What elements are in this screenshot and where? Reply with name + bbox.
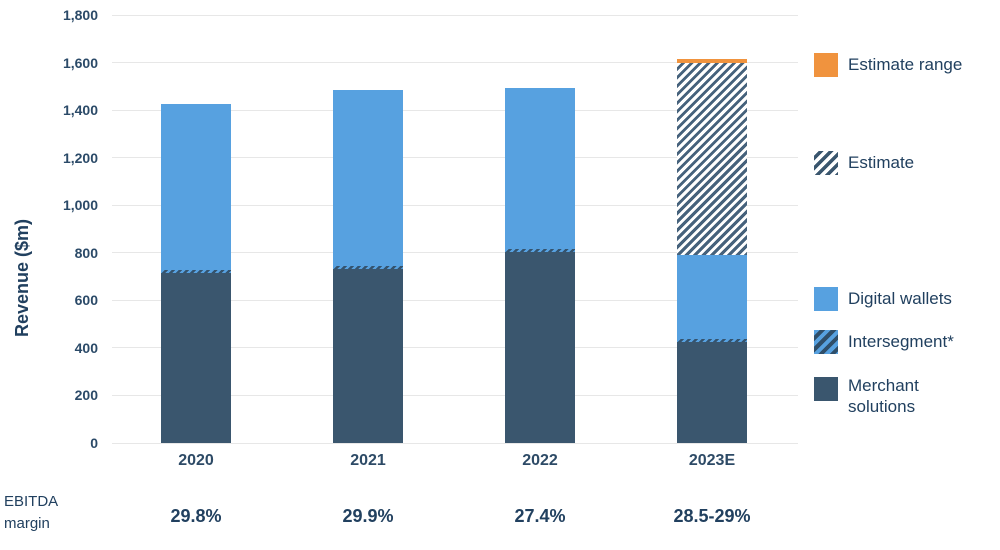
y-tick-label-1,600: 1,600 [62, 54, 98, 71]
y-tick-label-1,400: 1,400 [62, 102, 98, 119]
legend-item-digital-wallets: Digital wallets [814, 287, 952, 311]
bar-segment-intersegment-2022 [505, 248, 575, 252]
y-tick-label-0: 0 [90, 435, 98, 451]
y-tick-label-1,200: 1,200 [62, 149, 98, 166]
ebitda-margin-row-label: EBITDA margin [4, 493, 58, 532]
bar-segment-merchant-solutions-2023E [677, 340, 747, 443]
y-tick-label-200: 200 [74, 387, 98, 404]
ebitda-margin-value-2023E: 28.5-29% [673, 506, 751, 526]
bar-segment-intersegment-2023E [677, 339, 747, 343]
bar-segment-digital-wallets-2023E [677, 255, 747, 341]
y-tick-label-1,000: 1,000 [62, 197, 98, 214]
y-tick-label-1,800: 1,800 [62, 7, 98, 23]
legend-label-digital-wallets: Digital wallets [848, 289, 952, 308]
plot-area [112, 14, 798, 444]
gridline-1,800 [112, 14, 798, 16]
bar-segment-merchant-solutions-2020 [161, 271, 231, 443]
y-tick-label-800: 800 [74, 244, 98, 261]
bar-segment-estimate-range-2023E [677, 59, 747, 63]
legend-item-intersegment: Intersegment* [814, 330, 954, 354]
bar-segment-intersegment-2021 [333, 265, 403, 269]
intersegment-swatch-icon [814, 330, 838, 354]
bar-segment-merchant-solutions-2021 [333, 267, 403, 443]
x-axis-label-2021: 2021 [350, 452, 386, 469]
legend-label-merchant-solutions: Merchant solutions [848, 376, 919, 417]
estimate-range-swatch-icon [814, 53, 838, 77]
gridline-1,000 [112, 204, 798, 206]
legend-item-merchant-solutions: Merchant solutions [814, 376, 940, 418]
legend-label-intersegment: Intersegment* [848, 332, 954, 351]
gridline-1,400 [112, 109, 798, 111]
ebitda-margin-value-2022: 27.4% [514, 506, 566, 526]
x-axis-label-2020: 2020 [178, 452, 214, 469]
x-axis-label-2023E: 2023E [688, 452, 736, 469]
gridline-0 [112, 442, 798, 444]
estimate-swatch-icon [814, 151, 838, 175]
bar-segment-digital-wallets-2021 [333, 89, 403, 268]
bar-segment-merchant-solutions-2022 [505, 250, 575, 443]
bar-segment-digital-wallets-2022 [505, 87, 575, 251]
y-tick-label-600: 600 [74, 292, 98, 309]
digital-wallets-swatch-icon [814, 287, 838, 311]
gridline-600 [112, 299, 798, 301]
y-tick-label-400: 400 [74, 339, 98, 356]
gridline-1,600 [112, 62, 798, 64]
bar-segment-digital-wallets-2020 [161, 104, 231, 272]
x-axis-label-2022: 2022 [522, 452, 558, 469]
gridline-1,200 [112, 157, 798, 159]
bar-segment-estimate-2023E [677, 62, 747, 256]
legend-item-estimate-range: Estimate range [814, 53, 962, 77]
gridline-800 [112, 252, 798, 254]
gridline-200 [112, 394, 798, 396]
bar-segment-intersegment-2020 [161, 270, 231, 274]
ebitda-margin-value-2020: 29.8% [170, 506, 222, 526]
gridline-400 [112, 347, 798, 349]
legend-item-estimate: Estimate [814, 151, 914, 175]
merchant-solutions-swatch-icon [814, 377, 838, 401]
ebitda-margin-value-2021: 29.9% [342, 506, 394, 526]
legend-label-estimate-range: Estimate range [848, 55, 963, 74]
legend-label-estimate: Estimate [848, 153, 915, 172]
